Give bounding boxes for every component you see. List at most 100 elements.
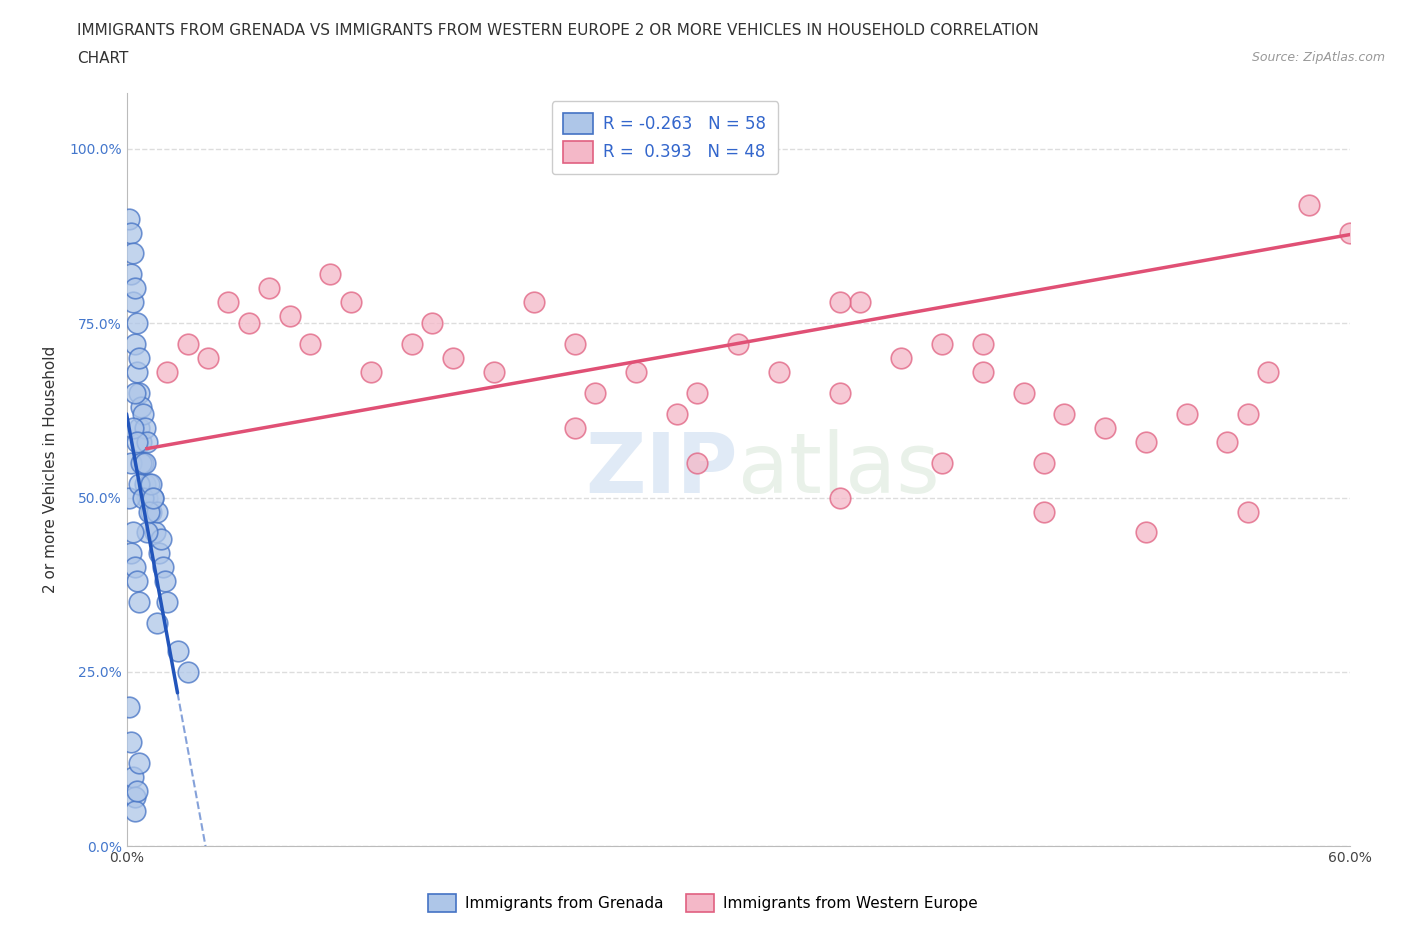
Point [1135,525,1157,539]
Point [134,420,156,435]
Point [1237,504,1260,519]
Point [120,735,142,750]
Point [135,525,157,539]
Point [1033,504,1056,519]
Point [156,365,179,379]
Point [564,337,586,352]
Point [150,532,173,547]
Point [422,316,444,331]
Text: Source: ZipAtlas.com: Source: ZipAtlas.com [1251,51,1385,64]
Point [1053,406,1076,421]
Point [128,476,150,491]
Point [134,476,156,491]
Text: CHART: CHART [77,51,129,66]
Point [128,351,150,365]
Point [139,504,162,519]
Point [828,386,851,401]
Point [1237,406,1260,421]
Point [319,267,342,282]
Point [135,490,157,505]
Point [828,490,851,505]
Point [134,455,156,470]
Point [120,267,142,282]
Point [124,804,146,819]
Point [125,783,148,798]
Point [360,365,382,379]
Legend: Immigrants from Grenada, Immigrants from Western Europe: Immigrants from Grenada, Immigrants from… [422,888,984,918]
Point [564,420,586,435]
Point [124,281,146,296]
Point [1175,406,1198,421]
Point [931,337,953,352]
Point [120,455,142,470]
Point [129,400,152,415]
Point [138,476,160,491]
Point [117,211,139,226]
Point [1216,434,1239,449]
Point [166,644,188,658]
Point [259,281,281,296]
Point [128,420,150,435]
Point [125,316,148,331]
Text: IMMIGRANTS FROM GRENADA VS IMMIGRANTS FROM WESTERN EUROPE 2 OR MORE VEHICLES IN : IMMIGRANTS FROM GRENADA VS IMMIGRANTS FR… [77,23,1039,38]
Point [125,365,148,379]
Point [117,490,139,505]
Point [129,434,152,449]
Point [299,337,322,352]
Point [177,337,200,352]
Point [148,546,170,561]
Point [125,434,148,449]
Point [120,225,142,240]
Point [238,316,260,331]
Point [138,504,160,519]
Point [686,455,709,470]
Point [441,351,464,365]
Point [1257,365,1279,379]
Point [972,337,994,352]
Point [132,406,155,421]
Legend: R = -0.263   N = 58, R =  0.393   N = 48: R = -0.263 N = 58, R = 0.393 N = 48 [551,101,778,174]
Point [401,337,423,352]
Point [666,406,689,421]
Point [931,455,953,470]
Point [217,295,239,310]
Point [128,386,150,401]
Point [177,665,200,680]
Point [132,490,155,505]
Point [121,246,143,261]
Point [1094,420,1116,435]
Point [890,351,912,365]
Y-axis label: 2 or more Vehicles in Household: 2 or more Vehicles in Household [44,346,58,593]
Point [124,386,146,401]
Point [129,455,152,470]
Point [340,295,363,310]
Point [972,365,994,379]
Point [139,476,162,491]
Point [626,365,648,379]
Point [124,337,146,352]
Point [121,295,143,310]
Point [124,560,146,575]
Point [125,574,148,589]
Point [482,365,505,379]
Point [523,295,546,310]
Point [849,295,872,310]
Point [1135,434,1157,449]
Point [1033,455,1056,470]
Point [121,420,143,435]
Point [142,490,165,505]
Point [132,455,155,470]
Point [1012,386,1035,401]
Point [117,699,139,714]
Point [768,365,790,379]
Text: ZIP: ZIP [586,429,738,511]
Point [197,351,219,365]
Point [278,309,301,324]
Point [152,560,174,575]
Point [156,595,179,610]
Text: atlas: atlas [738,429,939,511]
Point [124,790,146,805]
Point [1339,225,1361,240]
Point [120,546,142,561]
Point [142,490,165,505]
